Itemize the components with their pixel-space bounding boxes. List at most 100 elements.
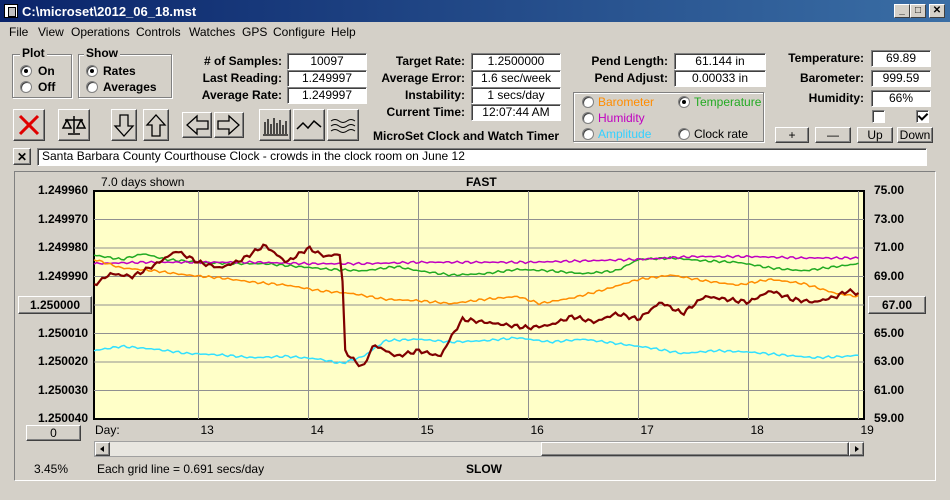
arrow-right-button[interactable] <box>214 112 244 138</box>
barometer-radio[interactable] <box>582 96 594 108</box>
menu-configure[interactable]: Configure <box>273 25 326 39</box>
wave-graph-button[interactable] <box>327 109 359 141</box>
pend-adjust-label: Pend Adjust: <box>594 71 668 85</box>
humidity-radio[interactable] <box>582 112 594 124</box>
series-barometer <box>93 259 859 306</box>
target-rate-value: 1.2500000 <box>471 53 561 70</box>
arrow-down-button[interactable] <box>111 109 137 141</box>
slow-label: SLOW <box>466 462 502 476</box>
maximize-button[interactable]: □ <box>910 4 926 18</box>
left-axis-tick: 1.249970 <box>37 211 88 226</box>
horizontal-grid <box>94 219 864 391</box>
grid-note-label: Each grid line = 0.691 secs/day <box>97 462 265 476</box>
amplitude-radio[interactable] <box>582 128 594 140</box>
barometer-label: Barometer: <box>799 71 864 85</box>
left-reference-button[interactable]: 1.250000 <box>18 296 92 314</box>
app-caption: MicroSet Clock and Watch Timer <box>373 129 560 143</box>
plot-on-radio[interactable] <box>20 65 32 77</box>
current-time-value: 12:07:44 AM <box>471 104 561 121</box>
left-axis-tick: 1.249980 <box>37 240 88 254</box>
barometer-value: 999.59 <box>871 70 931 87</box>
right-reference-button[interactable]: 67.00 <box>868 296 926 314</box>
humidity-option-label: Humidity <box>598 111 645 125</box>
right-axis-tick: 69.00 <box>874 268 905 283</box>
menu-controls[interactable]: Controls <box>136 25 181 39</box>
arrow-up-button[interactable] <box>143 109 169 141</box>
barometer-option-label: Barometer <box>598 95 655 109</box>
average-error-value: 1.6 sec/week <box>471 70 561 87</box>
pend-length-value: 61.144 in <box>674 53 766 70</box>
day-axis-label: Day: <box>95 423 120 437</box>
option-checkbox-2[interactable] <box>916 110 929 123</box>
offset-button[interactable]: 0 <box>26 425 81 441</box>
last-reading-value: 1.249997 <box>287 70 367 87</box>
average-rate-label: Average Rate: <box>201 88 282 102</box>
left-axis-tick: 1.250010 <box>37 325 88 340</box>
temperature-option-label: Temperature <box>694 95 762 109</box>
plot-group-label: Plot <box>20 46 47 60</box>
plot-off-radio[interactable] <box>20 81 32 93</box>
instability-label: Instability: <box>404 88 465 102</box>
x-axis-tick: 17 <box>640 423 654 437</box>
percent-label: 3.45% <box>34 462 69 476</box>
bar-graph-button[interactable] <box>259 109 291 141</box>
amplitude-option-label: Amplitude <box>598 127 652 141</box>
menu-view[interactable]: View <box>38 25 64 39</box>
clear-data-button[interactable] <box>13 109 45 141</box>
last-reading-label: Last Reading: <box>202 71 282 85</box>
clock-rate-option-label: Clock rate <box>694 127 749 141</box>
menu-watches[interactable]: Watches <box>189 25 236 39</box>
menu-help[interactable]: Help <box>331 25 356 39</box>
show-averages-radio[interactable] <box>86 81 98 93</box>
series-humidity <box>93 254 859 266</box>
window-title: C:\microset\2012_06_18.mst <box>22 4 197 19</box>
up-button[interactable]: Up <box>857 127 893 143</box>
right-axis-tick: 61.00 <box>874 382 905 397</box>
close-window-button[interactable]: ✕ <box>929 4 945 18</box>
average-error-label: Average Error: <box>381 71 465 85</box>
line-graph-button[interactable] <box>293 109 325 141</box>
minus-button[interactable]: — <box>815 127 851 143</box>
right-axis-tick: 63.00 <box>874 354 905 368</box>
samples-label: # of Samples: <box>203 54 282 68</box>
app-icon <box>4 4 18 18</box>
menu-file[interactable]: File <box>9 25 29 39</box>
temperature-radio[interactable] <box>678 96 690 108</box>
series-amplitude <box>93 336 859 365</box>
scroll-thumb[interactable] <box>541 442 849 456</box>
minimize-button[interactable]: _ <box>894 4 910 18</box>
balance-button[interactable] <box>58 109 90 141</box>
down-button[interactable]: Down <box>897 127 933 143</box>
close-comment-button[interactable]: ✕ <box>13 148 31 165</box>
chart-scrollbar[interactable] <box>94 441 864 457</box>
x-axis-tick: 16 <box>530 423 544 437</box>
show-rates-radio[interactable] <box>86 65 98 77</box>
option-checkbox-1[interactable] <box>872 110 885 123</box>
menu-operations[interactable]: Operations <box>71 25 130 39</box>
clock-rate-radio[interactable] <box>678 128 690 140</box>
target-rate-label: Target Rate: <box>395 54 465 68</box>
x-axis-tick: 15 <box>420 423 434 437</box>
comment-field[interactable]: Santa Barbara County Courthouse Clock - … <box>37 148 927 166</box>
samples-value: 10097 <box>287 53 367 70</box>
scroll-left-button[interactable] <box>95 442 110 456</box>
balance-scale-icon <box>61 116 87 135</box>
menu-gps[interactable]: GPS <box>242 25 268 39</box>
average-rate-value: 1.249997 <box>287 87 367 104</box>
right-axis-tick: 65.00 <box>874 325 905 340</box>
series-lines <box>93 243 860 368</box>
days-shown-label: 7.0 days shown <box>101 175 185 189</box>
arrow-left-button[interactable] <box>182 112 212 138</box>
show-group-label: Show <box>84 46 120 60</box>
arrow-down-icon <box>113 114 135 137</box>
plus-button[interactable]: + <box>775 127 809 143</box>
x-axis-tick: 19 <box>860 423 874 437</box>
bar-graph-icon <box>263 118 288 136</box>
right-axis-tick: 71.00 <box>874 240 905 254</box>
show-averages-label: Averages <box>103 80 157 94</box>
title-bar: C:\microset\2012_06_18.mst _ □ ✕ <box>0 0 950 22</box>
series-clock-rate <box>93 243 860 368</box>
x-axis-tick: 18 <box>750 423 764 437</box>
x-axis-tick: 13 <box>200 423 214 437</box>
scroll-right-button[interactable] <box>849 442 864 456</box>
